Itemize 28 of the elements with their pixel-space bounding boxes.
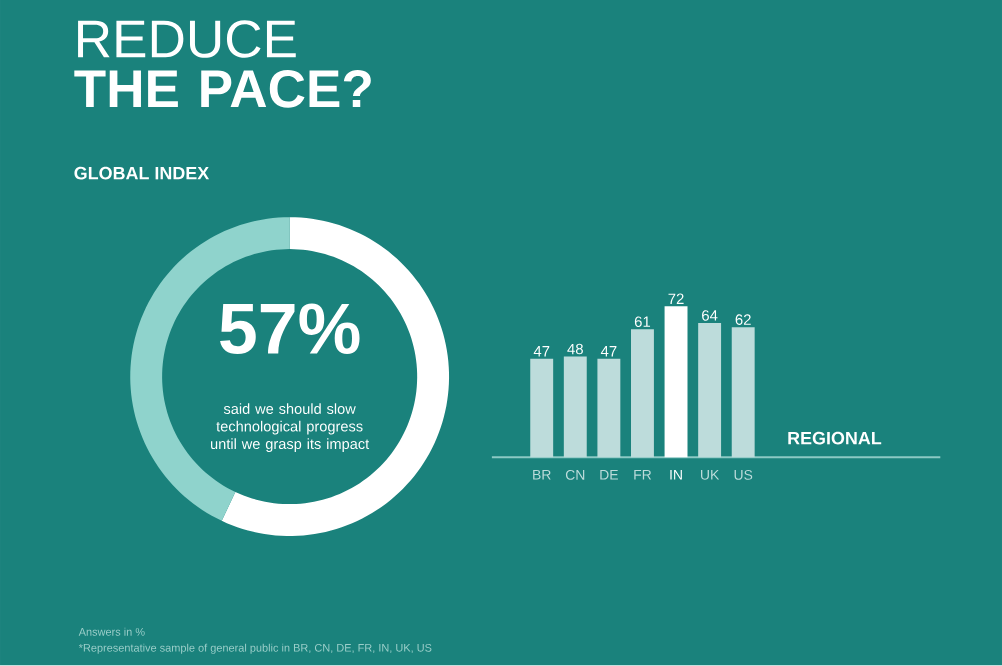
- chart-subtitle: GLOBAL INDEX: [74, 167, 210, 180]
- bar: [597, 358, 621, 458]
- chart-title: REDUCE THE PACE?: [74, 20, 371, 108]
- text: REGIONAL: [788, 432, 882, 445]
- data-label: 57%: [220, 303, 360, 355]
- x-tick-label: US: [734, 470, 753, 481]
- bar: [664, 306, 688, 458]
- data-label: 64: [702, 310, 718, 321]
- x-tick-label: UK: [701, 470, 720, 480]
- bar: [731, 327, 755, 458]
- text: Answers in %: [78, 627, 145, 636]
- x-tick-label: DE: [600, 470, 618, 480]
- data-label: 61: [634, 316, 651, 328]
- data-label: 48: [567, 343, 583, 355]
- data-label: 62: [735, 314, 751, 326]
- data-label: 47: [600, 346, 617, 357]
- text: *Representative sample of general public in BR, CN, DE, FR, IN, UK, US: [78, 643, 432, 655]
- bar: [698, 323, 722, 458]
- data-label: 47: [533, 346, 550, 357]
- x-tick-label: CN: [565, 470, 585, 481]
- data-label: 72: [668, 293, 684, 305]
- bar: [631, 329, 654, 458]
- x-tick-label: IN: [670, 470, 682, 480]
- text: said we should slow technological progress until we grasp its impact: [211, 403, 370, 453]
- x-tick-label: FR: [634, 470, 652, 480]
- bar: [563, 356, 587, 458]
- x-tick-label: BR: [533, 470, 551, 480]
- bar: [530, 358, 554, 458]
